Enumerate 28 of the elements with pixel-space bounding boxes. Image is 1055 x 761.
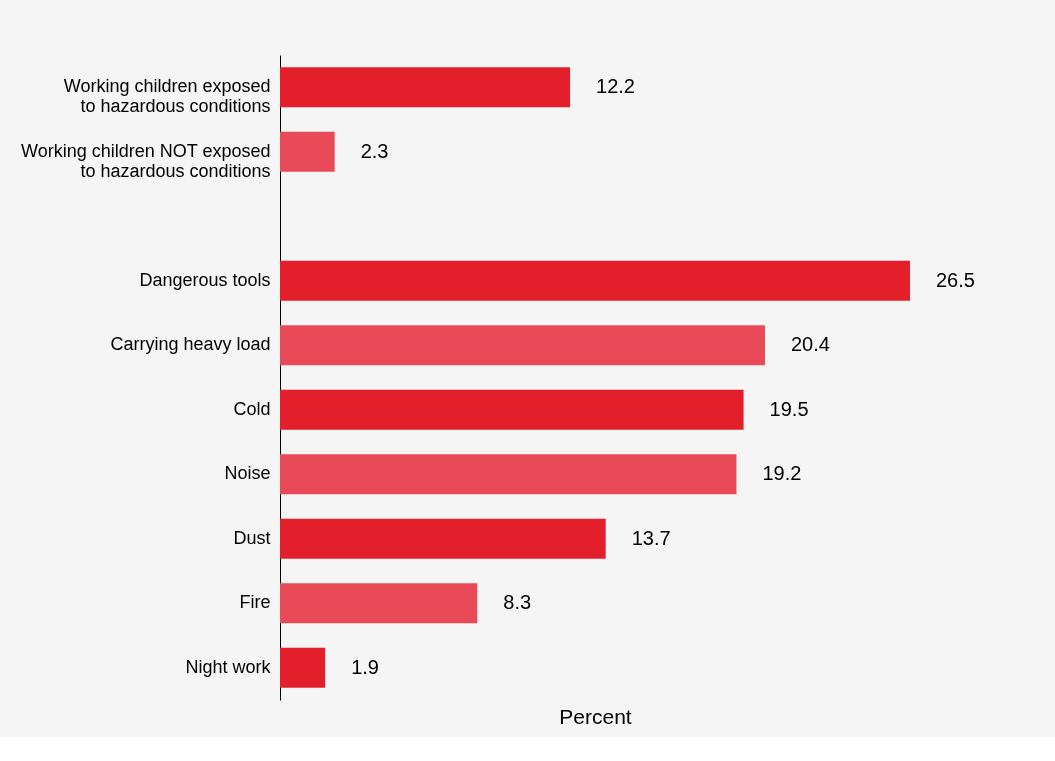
y-tick-label: Noise	[224, 463, 271, 484]
data-label: 20.4	[790, 333, 830, 356]
y-tick-label: Working children exposed to hazardous conditions	[63, 76, 271, 117]
data-label: 8.3	[503, 591, 532, 614]
data-label: 19.5	[769, 397, 809, 420]
y-tick-label: Cold	[233, 398, 271, 419]
bar	[280, 518, 606, 559]
y-tick-label: Night work	[185, 656, 272, 677]
y-tick-label: Fire	[239, 592, 271, 613]
data-label: 12.2	[596, 75, 635, 98]
bar	[280, 260, 910, 301]
data-label: 13.7	[631, 526, 671, 549]
bar	[280, 325, 765, 366]
data-label: 19.2	[762, 462, 802, 485]
bar	[280, 647, 326, 688]
y-tick-label: Dust	[233, 527, 271, 548]
bar	[280, 454, 737, 495]
bar	[280, 389, 744, 430]
x-axis-title: Percent	[559, 704, 632, 728]
bar	[280, 583, 478, 624]
data-label: 26.5	[936, 268, 975, 291]
data-label: 2.3	[360, 139, 389, 162]
bar	[280, 67, 571, 108]
bar	[280, 131, 335, 172]
y-tick-label: Working children NOT exposed to hazardous conditions	[21, 140, 271, 181]
y-tick-label: Dangerous tools	[139, 269, 271, 290]
y-tick-label: Carrying heavy load	[110, 334, 271, 355]
data-label: 1.9	[351, 655, 379, 678]
